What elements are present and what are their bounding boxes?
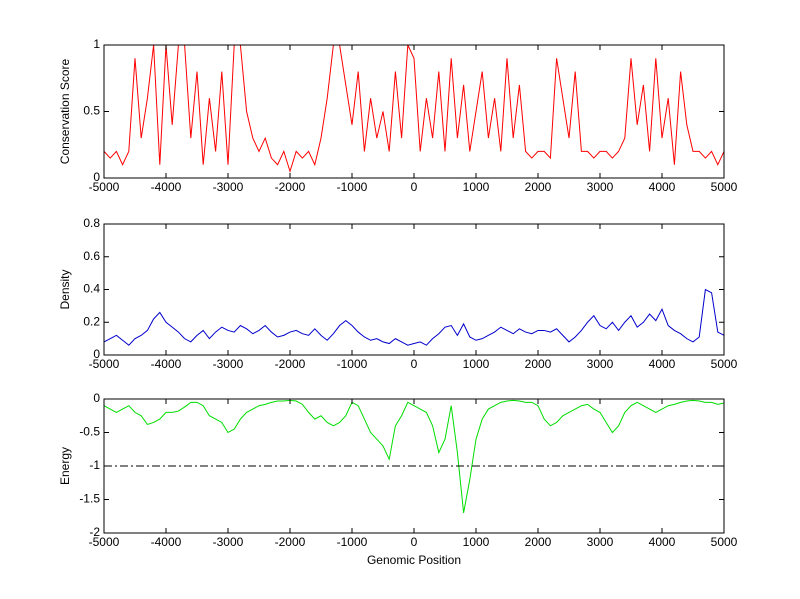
- x-tick-label: 3000: [587, 180, 614, 194]
- x-tick-label: -2000: [275, 357, 306, 371]
- x-tick-label: -4000: [151, 180, 182, 194]
- y-tick-label: 0: [93, 170, 100, 184]
- x-tick-label: 4000: [649, 180, 676, 194]
- x-tick-label: 1000: [463, 180, 490, 194]
- x-tick-label: 1000: [463, 357, 490, 371]
- y-axis-label: Density: [58, 269, 72, 309]
- x-tick-label: 2000: [525, 180, 552, 194]
- data-line: [103, 399, 725, 513]
- y-tick-label: 0.4: [83, 282, 100, 296]
- x-tick-label: -4000: [151, 357, 182, 371]
- x-tick-label: -5000: [89, 180, 120, 194]
- x-tick-label: 2000: [525, 357, 552, 371]
- y-tick-label: 0.8: [83, 216, 100, 230]
- x-tick-label: -5000: [89, 357, 120, 371]
- x-tick-label: 4000: [649, 535, 676, 549]
- x-axis-label: Genomic Position: [367, 553, 461, 567]
- data-line: [103, 288, 725, 346]
- y-tick-label: 0.5: [83, 104, 100, 118]
- x-tick-label: 0: [411, 180, 418, 194]
- x-tick-label: 4000: [649, 357, 676, 371]
- y-tick-label: 0: [93, 347, 100, 361]
- x-tick-label: -5000: [89, 535, 120, 549]
- x-tick-label: -3000: [213, 357, 244, 371]
- x-tick-label: 3000: [587, 535, 614, 549]
- x-tick-label: -4000: [151, 535, 182, 549]
- axes-box: [104, 224, 724, 355]
- x-tick-label: 0: [411, 357, 418, 371]
- y-tick-label: -1: [89, 458, 100, 472]
- x-tick-label: -1000: [337, 357, 368, 371]
- x-tick-label: -1000: [337, 535, 368, 549]
- axes-box: [104, 45, 724, 178]
- y-tick-label: 0.6: [83, 249, 100, 263]
- y-tick-label: 0: [93, 391, 100, 405]
- x-tick-label: 5000: [711, 180, 738, 194]
- y-axis-label: Conservation Score: [58, 58, 72, 164]
- y-axis-label: Energy: [58, 447, 72, 485]
- x-tick-label: -2000: [275, 180, 306, 194]
- x-tick-label: 5000: [711, 535, 738, 549]
- data-line: [103, 44, 725, 174]
- x-tick-label: -2000: [275, 535, 306, 549]
- y-tick-label: -0.5: [79, 425, 100, 439]
- x-tick-label: 2000: [525, 535, 552, 549]
- y-tick-label: -1.5: [79, 492, 100, 506]
- x-tick-label: 5000: [711, 357, 738, 371]
- x-tick-label: -3000: [213, 535, 244, 549]
- x-tick-label: -3000: [213, 180, 244, 194]
- x-tick-label: 3000: [587, 357, 614, 371]
- x-tick-label: 1000: [463, 535, 490, 549]
- y-tick-label: -2: [89, 525, 100, 539]
- y-tick-label: 1: [93, 37, 100, 51]
- y-tick-label: 0.2: [83, 314, 100, 328]
- x-tick-label: 0: [411, 535, 418, 549]
- x-tick-label: -1000: [337, 180, 368, 194]
